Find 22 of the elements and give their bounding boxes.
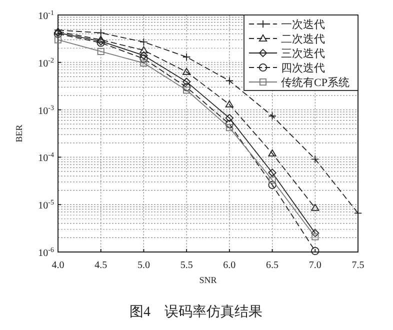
y-axis-title: BER <box>14 124 24 142</box>
x-tick-label: 4.5 <box>94 260 108 271</box>
text: 图4 误码率仿真结果 <box>130 304 262 320</box>
y-tick-label: 10$^{-4}$ <box>38 151 54 164</box>
y-tick-label: 10$^{-5}$ <box>38 198 54 212</box>
x-tick-label: 5.0 <box>137 260 150 271</box>
legend-label: 二次迭代 <box>281 32 325 46</box>
y-tick-label: 10$^{-2}$ <box>38 56 54 70</box>
x-tick-label: 5.5 <box>180 260 193 271</box>
x-tick-label: 4.0 <box>52 260 64 271</box>
legend-label: 三次迭代 <box>281 47 325 60</box>
y-tick-label: 10$^{-1}$ <box>38 9 54 22</box>
x-tick-label: 6.0 <box>223 260 236 271</box>
legend-label: 一次迭代 <box>281 18 325 31</box>
x-tick-label: 7.0 <box>308 260 322 271</box>
legend-label: 四次迭代 <box>281 62 325 74</box>
legend-label: 传统有CP系统 <box>281 76 350 89</box>
y-tick-label: 10$^{-6}$ <box>38 246 54 259</box>
y-tick-label: 10$^{-3}$ <box>38 104 54 117</box>
x-axis-title: SNR <box>199 275 217 285</box>
x-tick-label: 7.5 <box>352 260 364 271</box>
x-tick-label: 6.5 <box>266 260 279 271</box>
